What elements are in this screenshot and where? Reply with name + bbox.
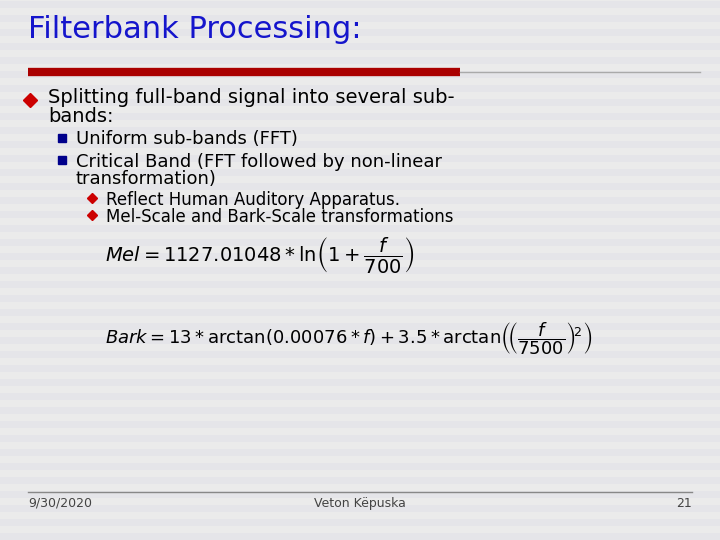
- Bar: [0, 519, 720, 526]
- Bar: [0, 337, 720, 344]
- Text: $\mathit{Mel} = 1127.01048 * \ln\!\left(1 + \dfrac{f}{700}\right)$: $\mathit{Mel} = 1127.01048 * \ln\!\left(…: [105, 235, 415, 275]
- Bar: [0, 211, 720, 218]
- Bar: [0, 57, 720, 64]
- Bar: [0, 295, 720, 302]
- Text: $\mathit{Bark} = 13 * \arctan\!\left(0.00076 * f\right) + 3.5 * \arctan\!\left(\: $\mathit{Bark} = 13 * \arctan\!\left(0.0…: [105, 320, 593, 356]
- Bar: [0, 351, 720, 358]
- Text: Uniform sub-bands (FFT): Uniform sub-bands (FFT): [76, 130, 298, 148]
- Bar: [0, 309, 720, 316]
- Bar: [0, 29, 720, 36]
- Bar: [0, 323, 720, 330]
- Text: transformation): transformation): [76, 170, 217, 188]
- Text: bands:: bands:: [48, 107, 114, 126]
- Bar: [0, 463, 720, 470]
- Bar: [0, 407, 720, 414]
- Text: Filterbank Processing:: Filterbank Processing:: [28, 15, 361, 44]
- Bar: [0, 435, 720, 442]
- Bar: [0, 505, 720, 512]
- Bar: [0, 491, 720, 498]
- Bar: [0, 183, 720, 190]
- Bar: [0, 127, 720, 134]
- Text: 21: 21: [676, 497, 692, 510]
- Bar: [0, 141, 720, 148]
- Bar: [0, 449, 720, 456]
- Bar: [0, 379, 720, 386]
- Bar: [0, 1, 720, 8]
- Bar: [0, 197, 720, 204]
- Bar: [0, 253, 720, 260]
- Bar: [0, 85, 720, 92]
- Text: Critical Band (FFT followed by non-linear: Critical Band (FFT followed by non-linea…: [76, 153, 442, 171]
- Bar: [0, 71, 720, 78]
- Text: Splitting full-band signal into several sub-: Splitting full-band signal into several …: [48, 88, 454, 107]
- Bar: [0, 365, 720, 372]
- Text: 9/30/2020: 9/30/2020: [28, 497, 92, 510]
- Text: Reflect Human Auditory Apparatus.: Reflect Human Auditory Apparatus.: [106, 191, 400, 209]
- Bar: [0, 113, 720, 120]
- Bar: [0, 239, 720, 246]
- Bar: [0, 15, 720, 22]
- Bar: [0, 281, 720, 288]
- Bar: [0, 421, 720, 428]
- Bar: [0, 155, 720, 162]
- Bar: [0, 477, 720, 484]
- Bar: [0, 533, 720, 540]
- Bar: [0, 169, 720, 176]
- Bar: [0, 43, 720, 50]
- Bar: [0, 393, 720, 400]
- Text: Veton Këpuska: Veton Këpuska: [314, 497, 406, 510]
- Text: Mel-Scale and Bark-Scale transformations: Mel-Scale and Bark-Scale transformations: [106, 208, 454, 226]
- Bar: [0, 99, 720, 106]
- Bar: [0, 267, 720, 274]
- Bar: [0, 225, 720, 232]
